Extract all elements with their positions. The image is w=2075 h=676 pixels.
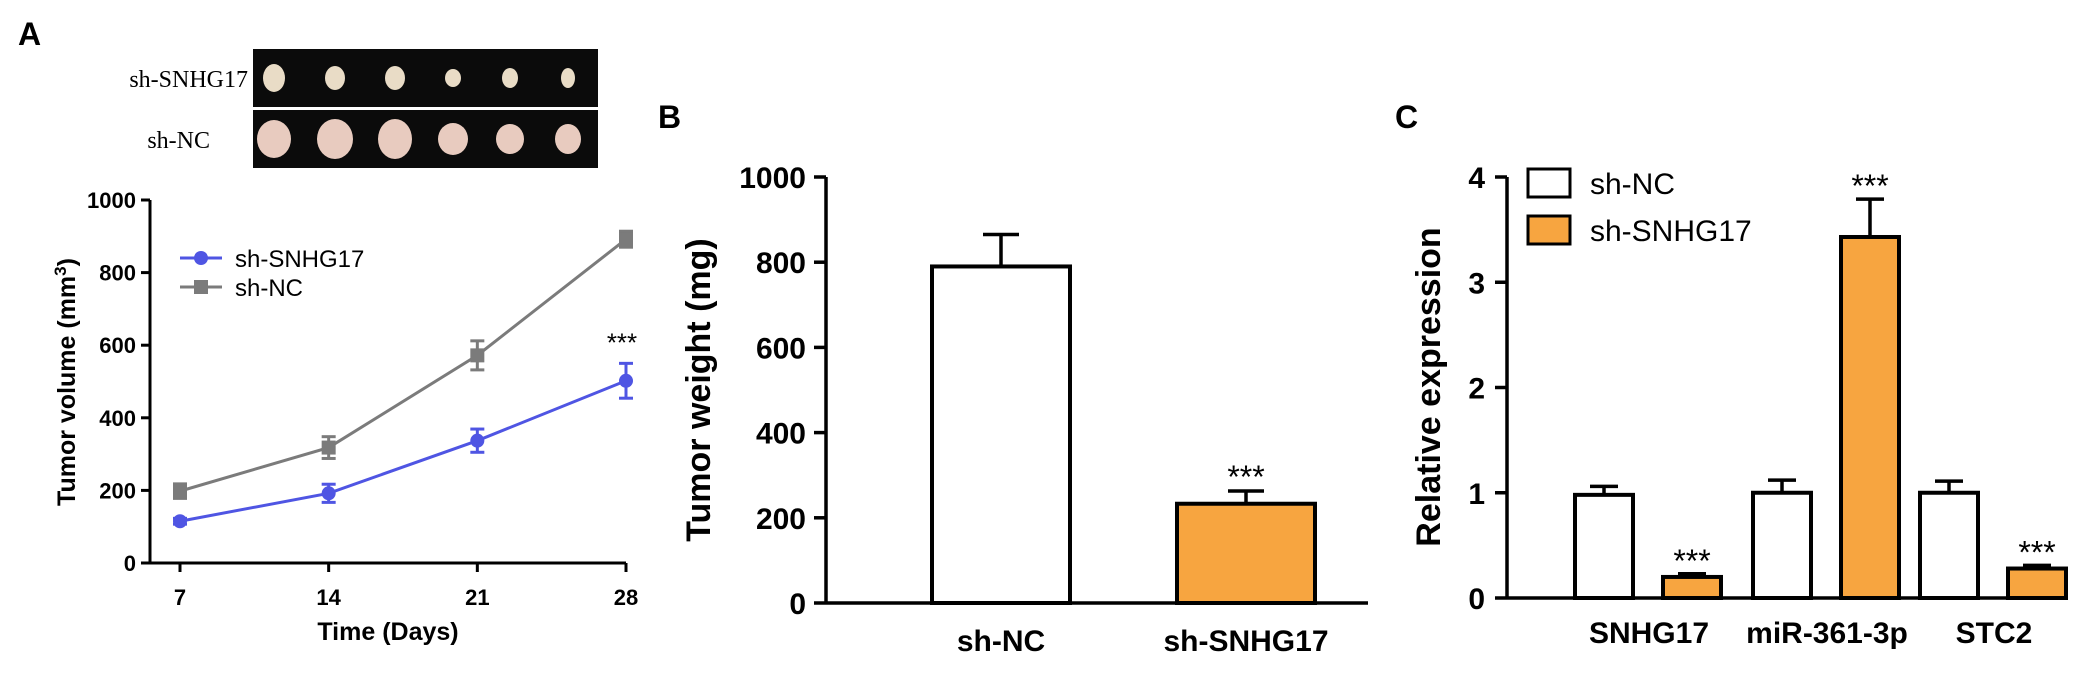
tumor-sample [257, 120, 291, 158]
y-tick-label: 200 [99, 478, 136, 503]
bar-sh-nc-stc2 [1918, 490, 1980, 600]
y-tick-label: 2 [1468, 373, 1485, 406]
data-point [619, 232, 633, 247]
tumor-sample [502, 68, 518, 88]
legend-swatch-sh-snhg17 [1526, 214, 1572, 246]
panel-label-b: B [658, 99, 681, 135]
tumor-sample [438, 123, 468, 155]
photo-row-label-sh-nc: sh-NC [147, 128, 210, 154]
y-tick-label: 4 [1468, 162, 1485, 195]
legend-label-sh-nc: sh-NC [235, 275, 303, 302]
y-tick-label: 1000 [739, 162, 806, 195]
tumor-sample [555, 124, 581, 154]
x-tick-label: 28 [614, 585, 638, 610]
significance-marker: *** [2018, 534, 2055, 570]
y-tick-label: 600 [756, 332, 806, 365]
series-line [179, 379, 627, 523]
tumor-sample [496, 124, 524, 154]
series-line [179, 238, 627, 493]
data-point [173, 514, 187, 529]
panel-a-y-axis-label: Tumor volume (mm3) [51, 258, 81, 506]
legend-label-sh-nc: sh-NC [1590, 168, 1675, 201]
bar-sh-snhg17-stc2 [2006, 566, 2068, 601]
tumor-sample [385, 66, 405, 90]
tumor-sample [325, 66, 345, 90]
tumor-sample [263, 64, 285, 92]
y-tick-label: 1 [1468, 478, 1485, 511]
tumor-sample [378, 119, 412, 159]
panel-a-line-chart: 0 200 400 600 800 1000 7 14 21 28 *** Time (Days… [51, 188, 638, 646]
photo-strip-top [253, 49, 598, 107]
legend-marker-sh-nc [194, 280, 208, 294]
significance-marker: *** [607, 327, 637, 357]
significance-marker: *** [1851, 168, 1888, 204]
y-tick-label: 0 [1468, 583, 1485, 616]
y-tick-label: 800 [756, 247, 806, 280]
x-tick-label: 14 [316, 585, 341, 610]
legend-label-sh-snhg17: sh-SNHG17 [1590, 215, 1752, 248]
panel-c-y-axis-label: Relative expression [1410, 227, 1448, 546]
x-category-label: sh-NC [957, 625, 1045, 658]
y-tick-label: 800 [99, 261, 136, 286]
significance-marker: *** [1227, 459, 1264, 495]
legend-swatch-sh-nc [1526, 167, 1572, 199]
data-point [321, 486, 336, 501]
x-category-label: miR-361-3p [1746, 617, 1908, 650]
panel-label-a: A [18, 16, 41, 52]
bar-sh-nc-snhg17 [1573, 492, 1635, 601]
panel-label-c: C [1395, 99, 1418, 135]
significance-marker: *** [1673, 543, 1710, 579]
y-tick-label: 3 [1468, 267, 1485, 300]
bar-sh-nc [930, 264, 1072, 605]
y-tick-label: 400 [99, 406, 136, 431]
data-point [470, 433, 485, 448]
bar-sh-snhg17-mir-361-3p [1839, 234, 1901, 600]
series-sh-snhg17 [173, 361, 633, 529]
photo-strip-bottom [253, 110, 598, 168]
tumor-sample [561, 68, 575, 88]
x-tick-label: 21 [465, 585, 489, 610]
x-category-label: sh-SNHG17 [1163, 625, 1328, 658]
bar-sh-snhg17-snhg17 [1661, 574, 1723, 601]
panel-c-grouped-bar-chart: 0 1 2 3 4 *** SNHG17 *** miR-361-3p *** STC2 Rela… [1410, 162, 2068, 650]
x-category-label: SNHG17 [1589, 617, 1709, 650]
panel-b-bar-chart: 0 200 400 600 800 1000 sh-NC sh-SNHG17 *** Tumo… [680, 162, 1368, 658]
bar-sh-snhg17 [1175, 501, 1317, 606]
tumor-row-sh-snhg17 [263, 64, 575, 92]
series-sh-nc [173, 229, 633, 500]
data-point [619, 373, 633, 388]
y-tick-label: 200 [756, 503, 806, 536]
legend-label-sh-snhg17: sh-SNHG17 [235, 246, 364, 273]
legend-marker-sh-snhg17 [194, 251, 208, 265]
y-tick-label: 400 [756, 418, 806, 451]
y-tick-label: 0 [789, 588, 806, 621]
panel-c-legend: sh-NC sh-SNHG17 [1526, 167, 1752, 248]
panel-b-y-axis-label: Tumor weight (mg) [680, 238, 718, 541]
data-point [173, 484, 187, 499]
photo-row-label-sh-snhg17: sh-SNHG17 [129, 67, 248, 93]
y-tick-label: 600 [99, 333, 136, 358]
tumor-row-sh-nc [257, 119, 581, 159]
tumor-sample [317, 119, 353, 159]
panel-a-legend: sh-SNHG17 sh-NC [180, 246, 364, 302]
x-category-label: STC2 [1956, 617, 2033, 650]
y-tick-label: 0 [124, 551, 136, 576]
tumor-photo: sh-SNHG17 sh-NC [129, 49, 598, 168]
bar-sh-nc-mir-361-3p [1751, 490, 1813, 600]
y-tick-label: 1000 [87, 188, 136, 213]
data-point [470, 348, 485, 363]
data-point [321, 440, 336, 455]
panel-a-x-axis-label: Time (Days) [317, 618, 458, 646]
tumor-sample [445, 69, 461, 87]
x-tick-label: 7 [174, 585, 186, 610]
